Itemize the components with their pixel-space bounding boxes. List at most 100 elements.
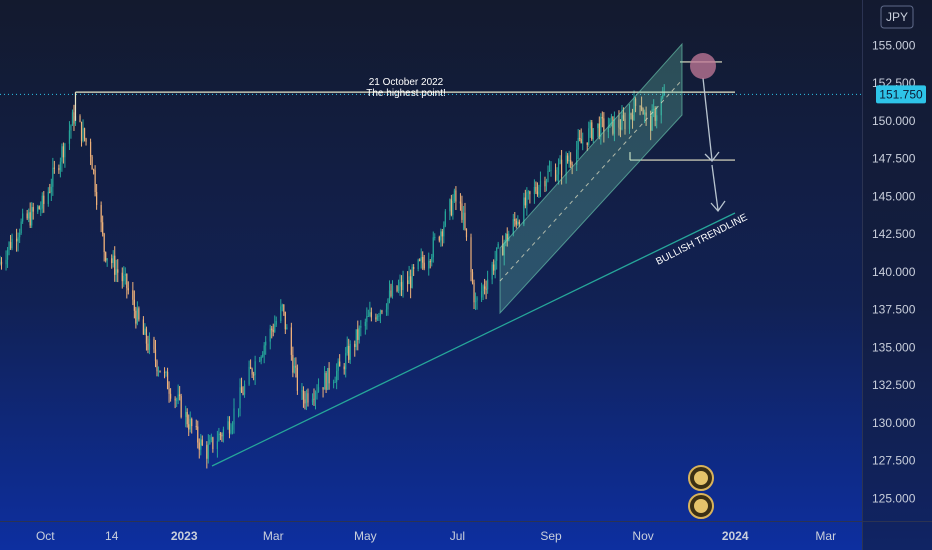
candle-body [619,127,622,130]
candle-body [201,439,203,446]
candle-body [82,128,84,141]
candle-body [313,398,315,400]
candle-body [209,439,211,444]
x-tick-label: Sep [540,529,562,543]
candle-body [630,113,632,116]
candle-body [317,387,320,392]
candle-body [153,338,155,350]
candle-body [339,361,341,367]
candle-body [38,206,40,210]
candle-body [515,220,517,225]
current-price-label: 151.750 [879,87,923,101]
candle-body [307,393,309,403]
candle-body [628,113,631,129]
candle-body [105,252,107,261]
candle-body [640,106,643,110]
candle-body [375,317,377,320]
candle-body [80,121,83,141]
x-tick-label: May [354,529,377,543]
candle-body [274,324,276,332]
candle-body [233,408,235,425]
candle-body [597,123,599,129]
candle-body [243,384,246,395]
candle-body [237,408,240,410]
candle-body [70,125,72,131]
candle-body [571,164,573,166]
candle-body [41,195,43,209]
candle-body [346,345,348,354]
candle-body [29,212,31,226]
candle-body [529,191,531,195]
candle-body [491,264,493,280]
candle-body [22,213,24,222]
candle-body [580,138,582,144]
candle-body [200,439,202,450]
candle-body [428,261,430,269]
candle-body [163,372,166,374]
high-note-line2: The highest point! [366,88,446,99]
candle-body [586,142,588,145]
candle-body [179,394,181,397]
candle-body [349,343,351,360]
candle-body [11,238,13,249]
candle-body [579,138,581,140]
candle-body [391,285,394,297]
candle-body [438,236,440,241]
candle-body [536,191,539,195]
currency-box [880,5,914,29]
candle-body [343,366,345,370]
candle-body [154,349,157,362]
candle-body [645,112,647,116]
candle-body [133,299,135,311]
candle-body [462,212,465,220]
candle-body [524,197,526,206]
candle-body [591,122,593,140]
candle-body [68,130,71,144]
candle-body [633,98,635,121]
candle-body [618,119,620,128]
candle-body [40,208,42,210]
candle-body [228,421,231,434]
candle-body [554,169,557,181]
candle-body [52,167,54,187]
candle-body [145,328,148,344]
candle-body [73,112,75,124]
candle-body [598,123,600,138]
y-tick-label: 140.000 [872,265,916,279]
candle-body [263,345,265,355]
trendline-label: BULLISH TRENDLINE [654,212,749,268]
candle-body [144,328,146,335]
candle-body [607,127,609,133]
candle-body [334,381,336,383]
candle-body [413,266,415,270]
candle-body [197,426,199,443]
candle-body [547,170,549,181]
candle-body [654,108,656,121]
candle-body [663,92,665,95]
candle-body [420,256,422,261]
candle-body [227,421,229,429]
candle-body [114,255,116,275]
candle-body [123,275,125,282]
candle-body [165,371,167,373]
candle-body [19,233,21,238]
candle-body [91,156,93,170]
y-tick-label: 135.000 [872,340,916,354]
candle-body [634,98,637,106]
candle-body [159,370,161,373]
candle-body [0,261,1,265]
candle-body [660,98,662,116]
candle-body [506,233,508,241]
candle-body [314,392,317,400]
candle-body [400,282,403,290]
candle-body [186,411,188,425]
candle-body [94,170,96,192]
candle-body [111,258,113,264]
candle-body [132,290,134,300]
candle-body [523,197,525,225]
candle-body [71,112,74,126]
candle-body [527,191,529,193]
candle-body [473,282,475,303]
